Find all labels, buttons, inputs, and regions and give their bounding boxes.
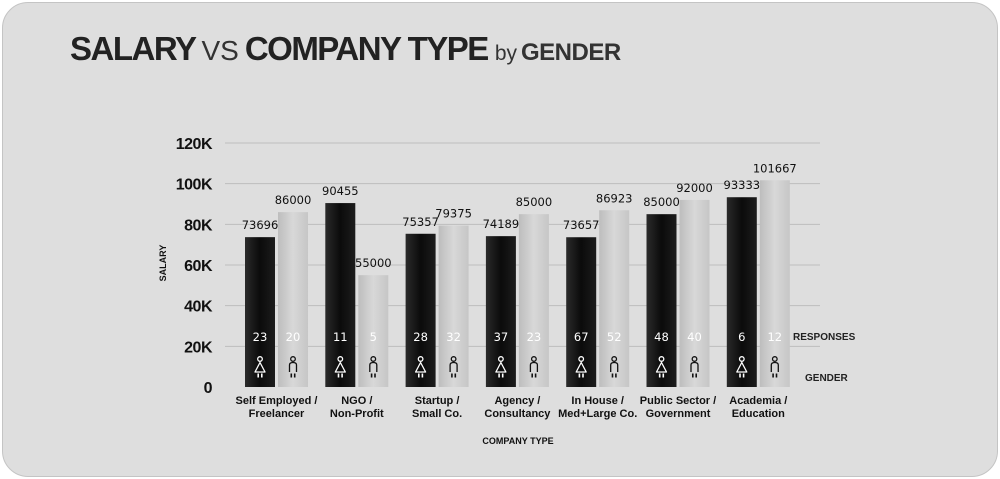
title-vs: VS	[201, 35, 239, 66]
response-count-1-1: 5	[370, 330, 377, 344]
bar-1-1	[358, 275, 389, 387]
bar-1-0	[325, 203, 356, 387]
response-count-3-1: 23	[527, 330, 542, 344]
title-by: by	[494, 42, 517, 65]
value-label-3-1: 85000	[516, 195, 553, 209]
response-count-4-0: 67	[574, 330, 589, 344]
category-label-6-line1: Academia /	[729, 395, 787, 407]
title-company-type: COMPANY TYPE	[244, 30, 490, 67]
responses-label: RESPONSES	[793, 332, 856, 343]
x-axis-title: COMPANY TYPE	[482, 436, 553, 446]
value-label-3-0: 74189	[483, 217, 520, 231]
chart-title: SALARY VS COMPANY TYPE by GENDER	[70, 30, 621, 68]
bar-labels: 73696 23 86000 20 90455 11 55000 5 75357 28 79375 3…	[242, 161, 797, 378]
y-tick-label-5: 100K	[176, 177, 213, 194]
category-label-4-line1: In House /	[571, 395, 624, 407]
category-label-0-line1: Self Employed /	[236, 395, 318, 407]
value-label-5-1: 92000	[676, 181, 713, 195]
bar-4-0	[566, 237, 597, 387]
value-label-4-1: 86923	[596, 191, 633, 205]
bar-6-1	[759, 180, 790, 387]
y-tick-label-3: 60K	[184, 258, 213, 275]
bar-0-1	[278, 212, 308, 387]
value-label-6-1: 101667	[753, 161, 797, 175]
title-salary: SALARY	[70, 30, 197, 67]
bar-2-0	[405, 233, 436, 387]
y-axis-ticks: 0 20K 40K 60K 80K 100K 120K	[176, 136, 214, 397]
y-tick-label-6: 120K	[176, 136, 213, 153]
y-tick-label-0: 0	[204, 380, 213, 397]
bar-4-1	[599, 210, 630, 387]
value-label-2-0: 75357	[402, 215, 439, 229]
value-label-1-0: 90455	[322, 184, 359, 198]
value-label-5-0: 85000	[643, 195, 680, 209]
bar-0-0	[245, 237, 275, 387]
category-label-5-line1: Public Sector /	[640, 395, 716, 407]
response-count-6-0: 6	[738, 330, 745, 344]
value-label-0-1: 86000	[275, 193, 312, 207]
response-count-2-1: 32	[446, 330, 461, 344]
category-label-0-line2: Freelancer	[249, 408, 305, 420]
response-count-1-0: 11	[333, 330, 348, 344]
value-label-2-1: 79375	[435, 207, 472, 221]
bars	[245, 180, 790, 387]
y-tick-label-4: 80K	[184, 217, 213, 234]
value-label-1-1: 55000	[355, 256, 392, 270]
category-label-2-line2: Small Co.	[412, 408, 462, 420]
category-label-2-line1: Startup /	[415, 395, 460, 407]
gender-label: GENDER	[805, 373, 849, 384]
category-label-4-line2: Med+Large Co.	[558, 408, 637, 420]
category-label-1-line2: Non-Profit	[330, 408, 384, 420]
bar-2-1	[438, 225, 469, 387]
category-label-3-line1: Agency /	[494, 395, 540, 407]
value-label-4-0: 73657	[563, 218, 600, 232]
category-label-5-line2: Government	[646, 408, 711, 420]
response-count-5-0: 48	[654, 330, 669, 344]
y-tick-label-2: 40K	[184, 299, 213, 316]
bar-5-0	[646, 214, 677, 387]
title-gender: GENDER	[521, 39, 621, 66]
response-count-6-1: 12	[767, 330, 782, 344]
value-label-0-0: 73696	[242, 218, 279, 232]
y-tick-label-1: 20K	[184, 339, 213, 356]
category-label-1-line1: NGO /	[341, 395, 372, 407]
category-label-6-line2: Education	[732, 408, 785, 420]
bar-5-1	[679, 199, 710, 387]
bar-6-0	[726, 197, 757, 387]
category-labels: Self Employed /Freelancer NGO /Non-Profit…	[236, 395, 788, 420]
response-count-4-1: 52	[607, 330, 622, 344]
response-count-5-1: 40	[687, 330, 702, 344]
value-label-6-0: 93333	[724, 178, 761, 192]
category-label-3-line2: Consultancy	[484, 408, 551, 420]
y-axis-title: SALARY	[158, 245, 168, 282]
response-count-0-1: 20	[286, 330, 301, 344]
response-count-3-0: 37	[494, 330, 509, 344]
bar-3-1	[518, 214, 549, 387]
response-count-0-0: 23	[253, 330, 268, 344]
response-count-2-0: 28	[413, 330, 428, 344]
bar-3-0	[485, 236, 516, 387]
